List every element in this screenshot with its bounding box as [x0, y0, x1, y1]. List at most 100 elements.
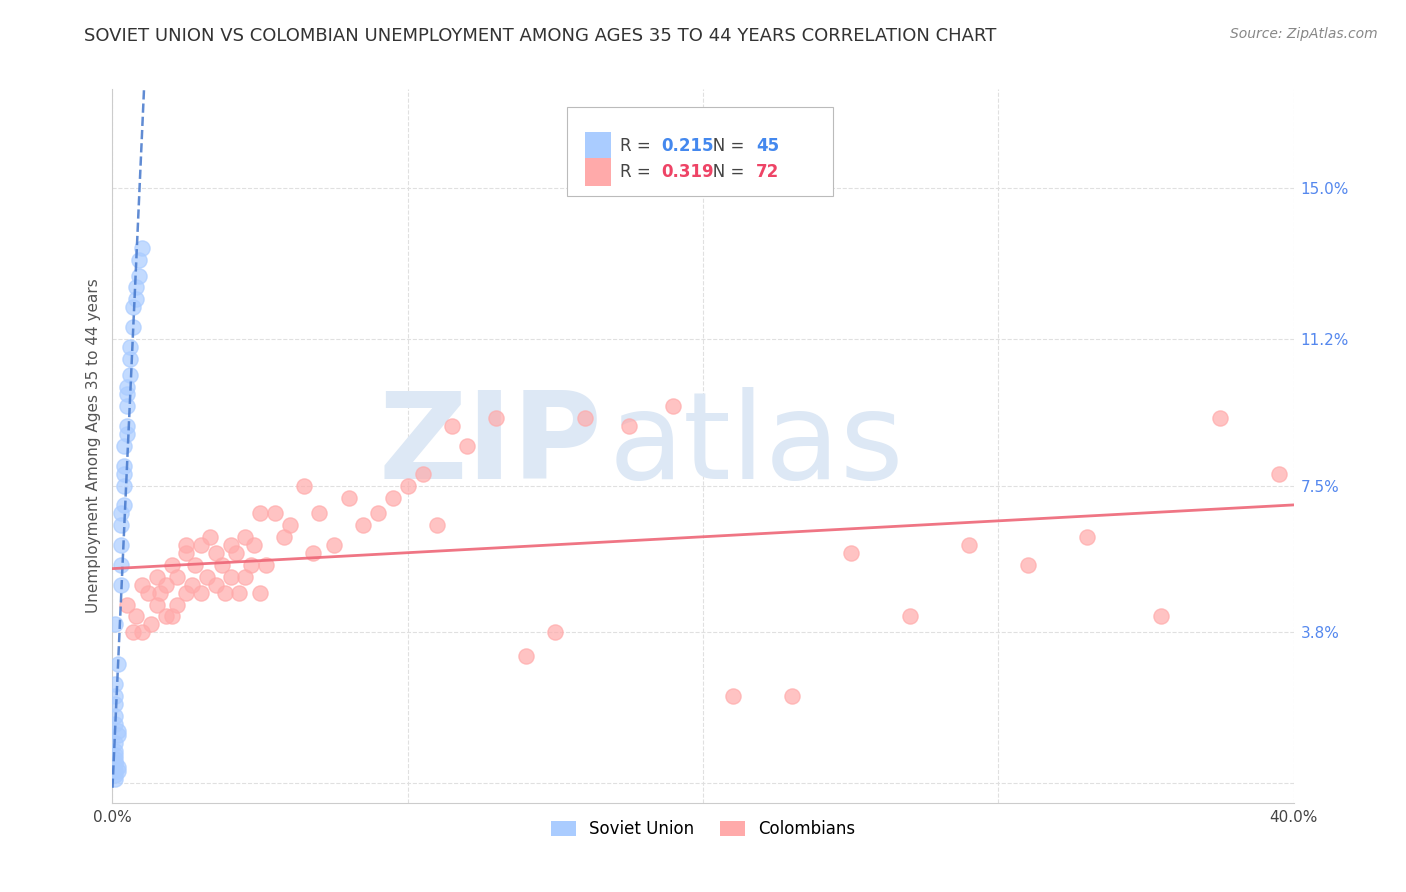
Point: [104, 697, 127, 711]
Point: [104, 677, 127, 691]
Point: [104, 689, 127, 703]
Point: [104, 736, 127, 750]
Point: [125, 609, 148, 624]
Point: [898, 609, 921, 624]
Text: R =: R =: [620, 136, 657, 155]
Point: [619, 419, 641, 434]
Point: [120, 351, 142, 366]
Point: [122, 300, 145, 314]
Point: [240, 558, 263, 572]
Text: SOVIET UNION VS COLOMBIAN UNEMPLOYMENT AMONG AGES 35 TO 44 YEARS CORRELATION CHA: SOVIET UNION VS COLOMBIAN UNEMPLOYMENT A…: [84, 27, 997, 45]
Point: [214, 585, 236, 599]
Point: [174, 585, 197, 599]
Point: [117, 427, 138, 442]
Point: [122, 320, 145, 334]
Point: [122, 625, 145, 640]
Point: [574, 411, 596, 425]
Point: [195, 570, 218, 584]
Point: [117, 379, 138, 393]
Point: [160, 609, 183, 624]
Point: [205, 578, 228, 592]
Point: [128, 252, 150, 267]
Point: [1208, 411, 1232, 425]
Legend: Soviet Union, Colombians: Soviet Union, Colombians: [544, 814, 862, 845]
Point: [104, 756, 127, 771]
Point: [839, 546, 862, 560]
Point: [110, 518, 132, 533]
Point: [120, 340, 142, 354]
Text: N =: N =: [697, 136, 749, 155]
Point: [352, 518, 374, 533]
Point: [146, 598, 169, 612]
Point: [112, 439, 135, 453]
Point: [1268, 467, 1291, 481]
Y-axis label: Unemployment Among Ages 35 to 44 years: Unemployment Among Ages 35 to 44 years: [86, 278, 101, 614]
Point: [515, 649, 537, 664]
Point: [112, 458, 135, 473]
Point: [228, 585, 250, 599]
Point: [190, 538, 212, 552]
Point: [120, 368, 142, 382]
Text: atlas: atlas: [609, 387, 904, 505]
Text: 45: 45: [756, 136, 779, 155]
Point: [249, 585, 271, 599]
Point: [107, 657, 129, 671]
Point: [780, 689, 803, 703]
Point: [308, 507, 330, 521]
Point: [254, 558, 277, 572]
Point: [337, 491, 360, 505]
Point: [411, 467, 433, 481]
Point: [155, 609, 177, 624]
Point: [107, 760, 129, 774]
Point: [441, 419, 464, 434]
Point: [1076, 530, 1098, 544]
Point: [107, 764, 129, 778]
Text: ZIP: ZIP: [378, 387, 603, 505]
Point: [219, 538, 242, 552]
Point: [104, 764, 127, 778]
Point: [112, 467, 135, 481]
Point: [112, 478, 135, 492]
Point: [485, 411, 508, 425]
Point: [107, 728, 129, 742]
Text: 0.215: 0.215: [662, 136, 714, 155]
Point: [721, 689, 744, 703]
Point: [125, 280, 148, 294]
Point: [211, 558, 233, 572]
Point: [456, 439, 478, 453]
Point: [174, 546, 197, 560]
Point: [166, 570, 188, 584]
Point: [278, 518, 301, 533]
Point: [426, 518, 449, 533]
Point: [110, 558, 132, 572]
Point: [107, 724, 129, 739]
Point: [117, 400, 138, 414]
Point: [104, 756, 127, 771]
Point: [225, 546, 247, 560]
Point: [112, 499, 135, 513]
Point: [131, 241, 153, 255]
Bar: [585, 158, 610, 186]
Point: [104, 708, 127, 723]
Point: [104, 617, 127, 632]
Point: [219, 570, 242, 584]
Point: [367, 507, 389, 521]
Point: [125, 293, 148, 307]
Point: [205, 546, 228, 560]
Point: [249, 507, 271, 521]
Bar: [585, 132, 610, 161]
Point: [104, 748, 127, 763]
Point: [166, 598, 188, 612]
Text: R =: R =: [620, 163, 657, 181]
Point: [117, 387, 138, 401]
Point: [139, 617, 162, 632]
Point: [110, 538, 132, 552]
Point: [323, 538, 346, 552]
Point: [104, 768, 127, 782]
Point: [1150, 609, 1173, 624]
Point: [110, 578, 132, 592]
Point: [184, 558, 207, 572]
Point: [104, 772, 127, 786]
Point: [104, 744, 127, 758]
Point: [104, 752, 127, 766]
